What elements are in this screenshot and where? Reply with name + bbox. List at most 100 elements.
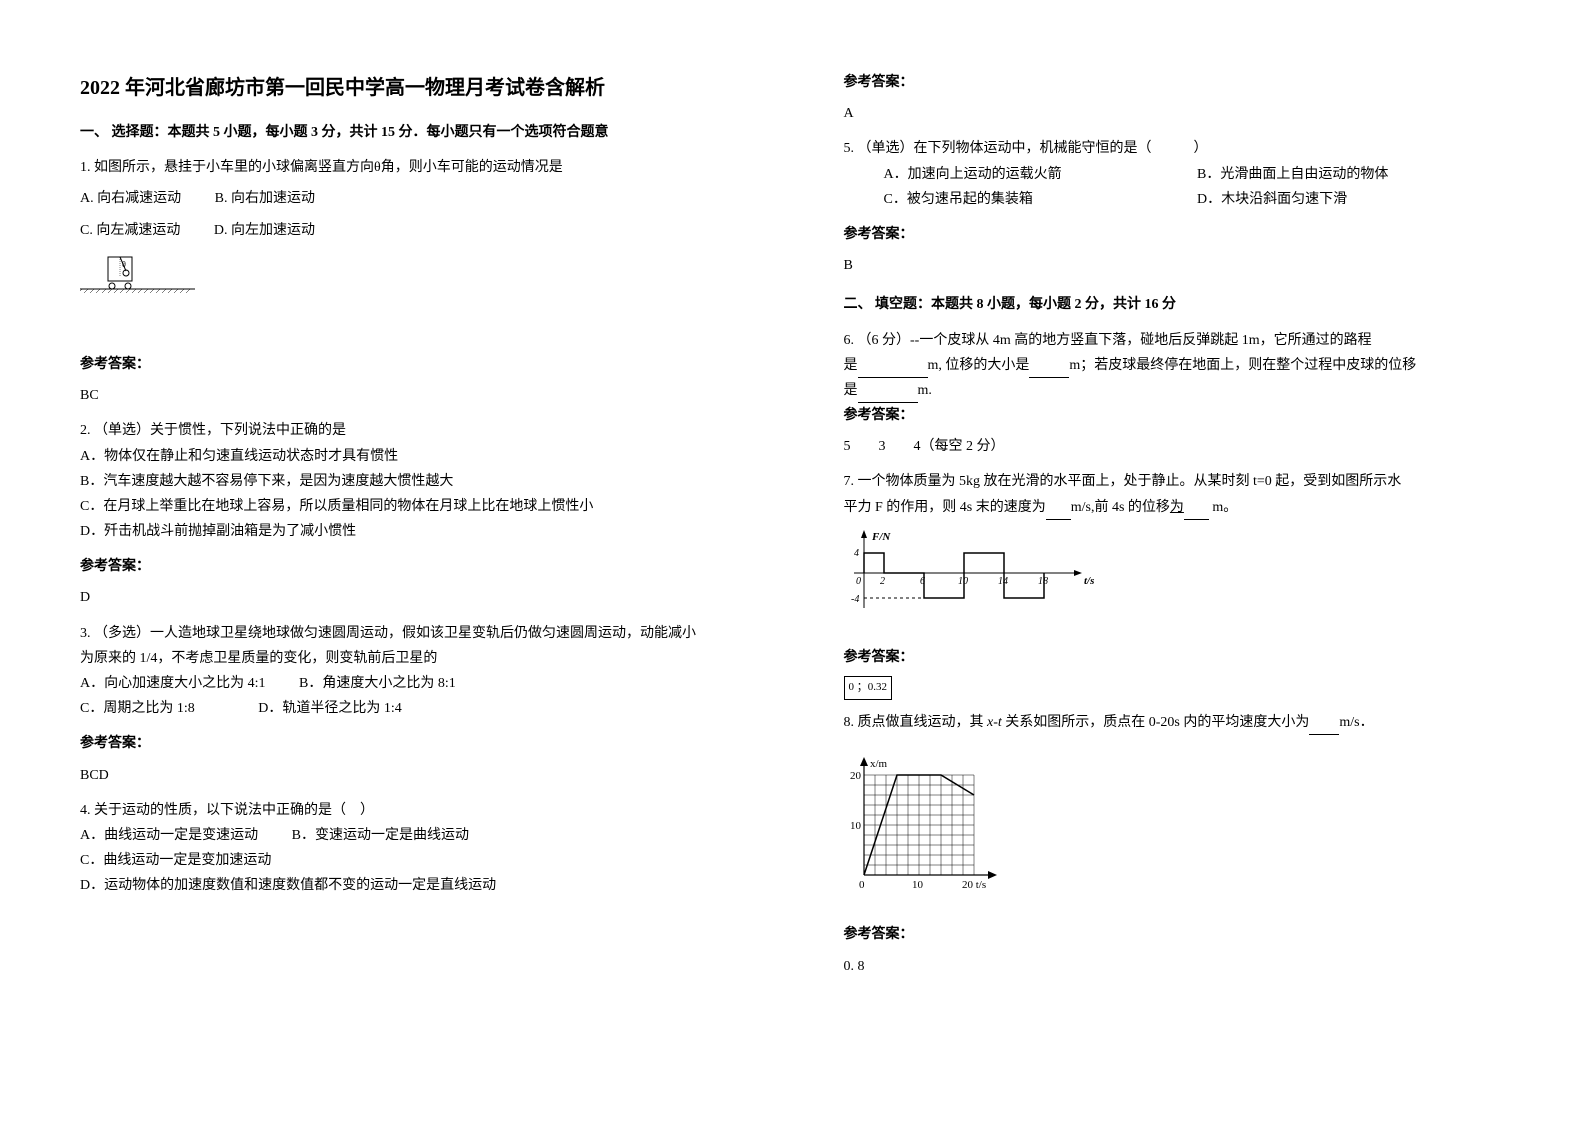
- blank-1: [858, 361, 928, 378]
- question-5: 5. （单选）在下列物体运动中，机械能守恒的是（ ） A．加速向上运动的运载火箭…: [844, 136, 1508, 278]
- q6-line3: 是 m.: [844, 378, 1508, 403]
- q8-line1: 8. 质点做直线运动，其 x-t 关系如图所示，质点在 0-20s 内的平均速度…: [844, 710, 1508, 735]
- q6-text6: m.: [918, 383, 932, 398]
- q3-text1: 3. （多选）一人造地球卫星绕地球做匀速圆周运动，假如该卫星变轨后仍做匀速圆周运…: [80, 621, 744, 646]
- q5-row1: A．加速向上运动的运载火箭 B．光滑曲面上自由运动的物体: [844, 162, 1508, 187]
- q5-opt-c: C．被匀速吊起的集装箱: [884, 187, 1164, 212]
- blank-5: [1184, 503, 1209, 520]
- left-column: 2022 年河北省廊坊市第一回民中学高一物理月考试卷含解析 一、 选择题：本题共…: [0, 0, 794, 1122]
- q6-text1: 6. （6 分）--一个皮球从 4m 高的地方竖直下落，碰地后反弹跳起 1m，它…: [844, 333, 1372, 348]
- q1-options-row1: A. 向右减速运动 B. 向右加速运动: [80, 186, 744, 211]
- q7-answer: 0 ；0.32: [844, 676, 893, 700]
- q4-opt-d: D．运动物体的加速度数值和速度数值都不变的运动一定是直线运动: [80, 873, 744, 898]
- q7-text2: 平力 F 的作用，则 4s 末的速度为: [844, 500, 1046, 515]
- svg-text:0: 0: [856, 576, 861, 587]
- q4-row1: A．曲线运动一定是变速运动 B．变速运动一定是曲线运动: [80, 823, 744, 848]
- q6-text5: 是: [844, 383, 858, 398]
- q3-opt-a: A．向心加速度大小之比为 4:1: [80, 671, 266, 696]
- svg-text:10: 10: [912, 879, 924, 891]
- q3-answer: BCD: [80, 763, 744, 788]
- blank-6: [1309, 718, 1339, 735]
- q2-answer-label: 参考答案：: [80, 554, 744, 579]
- q3-answer-label: 参考答案：: [80, 731, 744, 756]
- q7-line2: 平力 F 的作用，则 4s 末的速度为m/s,前 4s 的位移为 m。: [844, 495, 1508, 520]
- q7-answer-box: 0 ；0.32: [844, 676, 1508, 700]
- q7-text1: 7. 一个物体质量为 5kg 放在光滑的水平面上，处于静止。从某时刻 t=0 起…: [844, 469, 1508, 494]
- q1-answer: BC: [80, 383, 744, 408]
- q6-answer-label: 参考答案：: [844, 403, 1508, 428]
- q3-text2: 为原来的 1/4，不考虑卫星质量的变化，则变轨前后卫星的: [80, 646, 744, 671]
- q8-xt: x-t: [987, 715, 1002, 730]
- question-3: 3. （多选）一人造地球卫星绕地球做匀速圆周运动，假如该卫星变轨后仍做匀速圆周运…: [80, 621, 744, 788]
- q5-opt-b: B．光滑曲面上自由运动的物体: [1197, 162, 1388, 187]
- q8-text3: m/s．: [1339, 715, 1373, 730]
- q5-answer: B: [844, 253, 1508, 278]
- q8-text2: 关系如图所示，质点在 0-20s 内的平均速度大小为: [1002, 715, 1310, 730]
- q7-answer-label: 参考答案：: [844, 645, 1508, 670]
- q6-answer: 5 3 4（每空 2 分）: [844, 434, 1508, 459]
- q8-ylabel: x/m: [870, 758, 888, 770]
- right-column: 参考答案： A 5. （单选）在下列物体运动中，机械能守恒的是（ ） A．加速向…: [794, 0, 1587, 1122]
- section-2-header: 二、 填空题：本题共 8 小题，每小题 2 分，共计 16 分: [844, 292, 1508, 317]
- q2-answer: D: [80, 585, 744, 610]
- q3-opt-d: D．轨道半径之比为 1:4: [258, 696, 402, 721]
- q5-row2: C．被匀速吊起的集装箱 D．木块沿斜面匀速下滑: [844, 187, 1508, 212]
- q1-text: 1. 如图所示，悬挂于小车里的小球偏离竖直方向θ角，则小车可能的运动情况是: [80, 155, 744, 180]
- q3-opt-c: C．周期之比为 1:8: [80, 696, 195, 721]
- question-4: 4. 关于运动的性质，以下说法中正确的是（ ） A．曲线运动一定是变速运动 B．…: [80, 798, 744, 899]
- q4-opt-c: C．曲线运动一定是变加速运动: [80, 848, 744, 873]
- q2-text: 2. （单选）关于惯性，下列说法中正确的是: [80, 418, 744, 443]
- q1-opt-a: A. 向右减速运动: [80, 186, 181, 211]
- svg-text:-4: -4: [851, 594, 859, 605]
- question-6: 6. （6 分）--一个皮球从 4m 高的地方竖直下落，碰地后反弹跳起 1m，它…: [844, 328, 1508, 460]
- q3-opt-b: B．角速度大小之比为 8:1: [299, 671, 456, 696]
- q3-row1: A．向心加速度大小之比为 4:1 B．角速度大小之比为 8:1: [80, 671, 744, 696]
- q1-options-row2: C. 向左减速运动 D. 向左加速运动: [80, 218, 744, 243]
- q1-diagram: θ: [80, 253, 744, 322]
- q1-opt-d: D. 向左加速运动: [214, 218, 315, 243]
- svg-text:θ: θ: [122, 260, 126, 269]
- exam-title: 2022 年河北省廊坊市第一回民中学高一物理月考试卷含解析: [80, 70, 744, 106]
- q5-opt-a: A．加速向上运动的运载火箭: [884, 162, 1164, 187]
- q4-answer-label: 参考答案：: [844, 70, 1508, 95]
- q7-chart: F/N t/s 4 -4 0 2 6 10 14 18: [844, 528, 1508, 627]
- q8-answer: 0. 8: [844, 954, 1508, 979]
- q6-line1: 6. （6 分）--一个皮球从 4m 高的地方竖直下落，碰地后反弹跳起 1m，它…: [844, 328, 1508, 353]
- q6-text3: m, 位移的大小是: [928, 358, 1030, 373]
- blank-3: [858, 386, 918, 403]
- q1-opt-c: C. 向左减速运动: [80, 218, 180, 243]
- section-1-header: 一、 选择题：本题共 5 小题，每小题 3 分，共计 15 分．每小题只有一个选…: [80, 120, 744, 145]
- q2-opt-d: D．歼击机战斗前抛掉副油箱是为了减小惯性: [80, 519, 744, 544]
- question-2: 2. （单选）关于惯性，下列说法中正确的是 A．物体仅在静止和匀速直线运动状态时…: [80, 418, 744, 610]
- q5-answer-label: 参考答案：: [844, 222, 1508, 247]
- svg-text:20: 20: [850, 770, 862, 782]
- q8-text1: 8. 质点做直线运动，其: [844, 715, 988, 730]
- q4-text: 4. 关于运动的性质，以下说法中正确的是（ ）: [80, 798, 744, 823]
- q6-text2: 是: [844, 358, 858, 373]
- q8-answer-label: 参考答案：: [844, 922, 1508, 947]
- q7-xlabel: t/s: [1084, 575, 1094, 587]
- q2-opt-b: B．汽车速度越大越不容易停下来，是因为速度越大惯性越大: [80, 469, 744, 494]
- blank-2: [1029, 361, 1069, 378]
- q3-row2: C．周期之比为 1:8 D．轨道半径之比为 1:4: [80, 696, 744, 721]
- svg-text:14: 14: [998, 576, 1008, 587]
- q4-opt-b: B．变速运动一定是曲线运动: [292, 823, 469, 848]
- svg-text:4: 4: [854, 548, 859, 559]
- q6-line2: 是m, 位移的大小是m；若皮球最终停在地面上，则在整个过程中皮球的位移: [844, 353, 1508, 378]
- q2-opt-a: A．物体仅在静止和匀速直线运动状态时才具有惯性: [80, 444, 744, 469]
- q1-answer-label: 参考答案：: [80, 352, 744, 377]
- q5-text: 5. （单选）在下列物体运动中，机械能守恒的是（ ）: [844, 136, 1508, 161]
- q1-opt-b: B. 向右加速运动: [215, 186, 315, 211]
- q4-opt-a: A．曲线运动一定是变速运动: [80, 823, 258, 848]
- q2-opt-c: C．在月球上举重比在地球上容易，所以质量相同的物体在月球上比在地球上惯性小: [80, 494, 744, 519]
- q8-chart: x/m: [844, 755, 1508, 904]
- svg-text:18: 18: [1038, 576, 1048, 587]
- q5-opt-d: D．木块沿斜面匀速下滑: [1197, 187, 1347, 212]
- question-7: 7. 一个物体质量为 5kg 放在光滑的水平面上，处于静止。从某时刻 t=0 起…: [844, 469, 1508, 700]
- svg-text:10: 10: [958, 576, 968, 587]
- question-8: 8. 质点做直线运动，其 x-t 关系如图所示，质点在 0-20s 内的平均速度…: [844, 710, 1508, 979]
- q7-ylabel: F/N: [871, 531, 891, 543]
- svg-text:0: 0: [859, 879, 865, 891]
- svg-text:2: 2: [880, 576, 885, 587]
- q7-text4: m。: [1212, 500, 1237, 515]
